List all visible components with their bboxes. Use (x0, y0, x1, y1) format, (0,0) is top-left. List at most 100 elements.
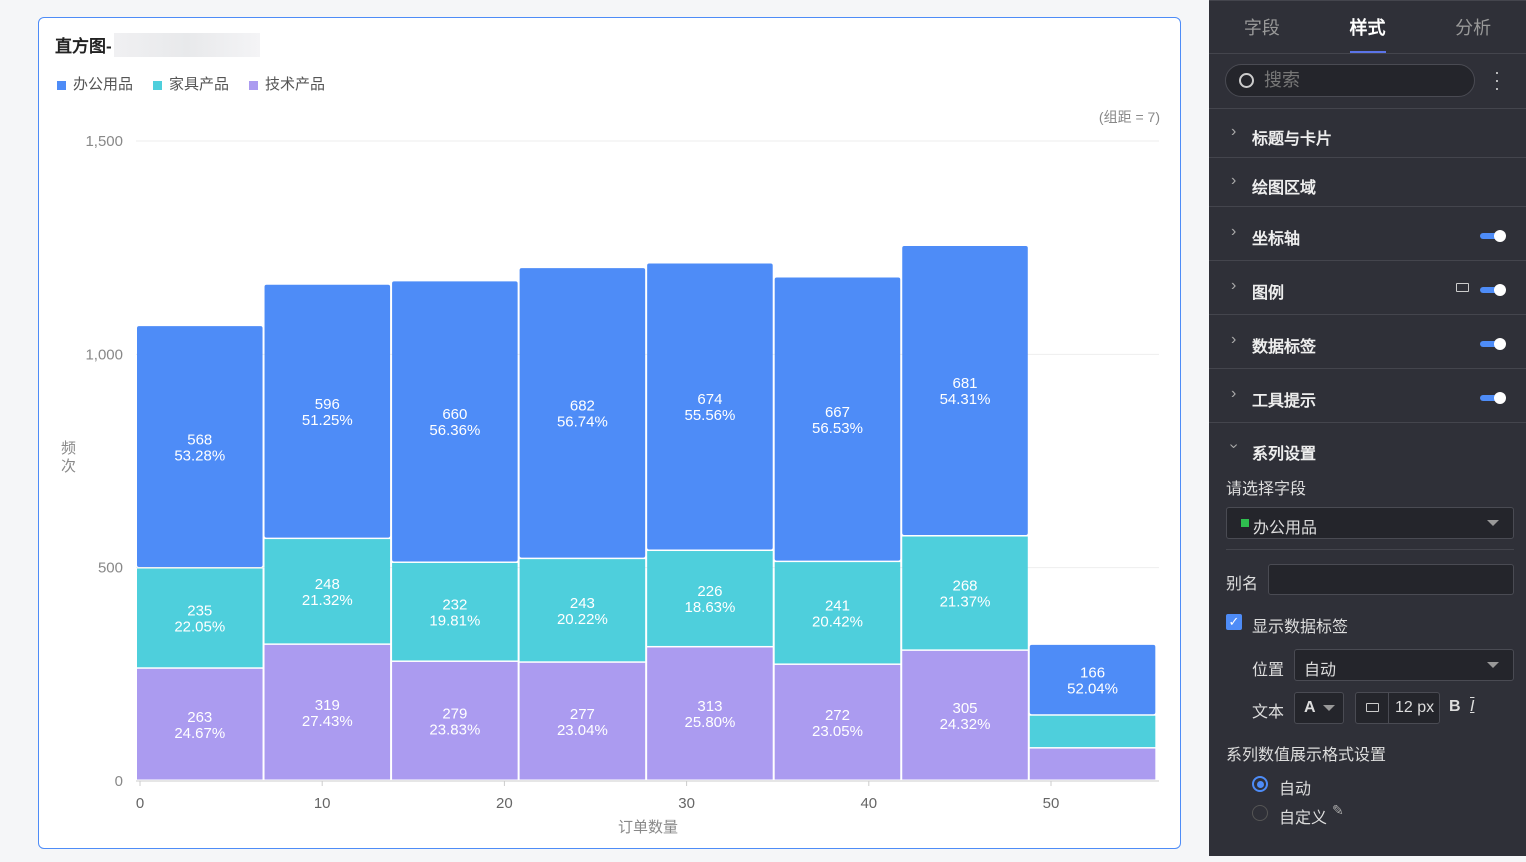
data-label-value: 277 (570, 706, 595, 723)
section-tooltip[interactable]: › 工具提示 (1209, 368, 1526, 423)
chart-card: 直方图- 办公用品 家具产品 技术产品 (组距 = 7) 0 500 1,000 1,… (38, 17, 1181, 849)
x-tick-label: 0 (136, 795, 144, 812)
section-plot-area[interactable]: › 绘图区域 (1209, 157, 1526, 207)
x-tick-label: 30 (678, 795, 695, 812)
search-placeholder: 搜索 (1264, 70, 1300, 90)
chart-title-text: 直方图- (55, 37, 112, 56)
section-label: 系列设置 (1252, 446, 1317, 463)
data-label-percent: 53.28% (174, 447, 225, 464)
data-label-value: 596 (315, 396, 340, 413)
data-label-percent: 25.80% (684, 714, 735, 731)
format-auto-radio[interactable] (1252, 776, 1268, 792)
legend-item-furniture[interactable]: 家具产品 (153, 73, 229, 94)
chevron-right-icon: › (1231, 385, 1237, 402)
more-options-icon[interactable]: · · · (1494, 62, 1500, 98)
data-label-percent: 18.63% (684, 599, 735, 616)
data-label-value: 166 (1080, 664, 1105, 681)
histogram-bar-segment (647, 263, 773, 550)
monitor-icon[interactable] (1456, 283, 1469, 292)
italic-button[interactable]: I (1470, 698, 1475, 715)
data-label-percent: 21.37% (940, 594, 991, 611)
format-custom-radio[interactable] (1252, 805, 1268, 821)
legend-item-office[interactable]: 办公用品 (57, 73, 133, 94)
data-label-value: 305 (952, 700, 977, 717)
legend-label: 技术产品 (265, 76, 326, 93)
histogram-bar-segment (264, 284, 391, 538)
tab-style[interactable]: 样式 (1315, 1, 1421, 53)
data-label-percent: 24.32% (940, 716, 991, 733)
data-label-value: 232 (442, 596, 467, 613)
histogram-bar-segment (264, 539, 391, 644)
font-color-glyph: A (1304, 699, 1316, 716)
chevron-down-icon[interactable]: › (1225, 443, 1243, 449)
show-labels-label: 显示数据标签 (1252, 619, 1349, 636)
position-select[interactable]: 自动 (1294, 649, 1514, 681)
data-label-percent: 27.43% (302, 713, 353, 730)
alias-input[interactable] (1268, 564, 1514, 595)
edit-icon[interactable]: ✎ (1332, 802, 1344, 818)
data-label-value: 243 (570, 595, 595, 612)
data-label-percent: 21.32% (302, 592, 353, 609)
format-label: 系列数值展示格式设置 (1226, 747, 1387, 764)
section-data-labels[interactable]: › 数据标签 (1209, 314, 1526, 369)
font-size-value: 12 px (1395, 699, 1435, 716)
data-label-percent: 56.53% (812, 420, 863, 437)
histogram-bar-segment (392, 281, 518, 562)
data-label-value: 568 (187, 431, 212, 448)
show-labels-checkbox[interactable]: ✓ (1226, 614, 1242, 630)
section-label: 绘图区域 (1252, 180, 1317, 197)
y-tick-label: 1,000 (85, 346, 123, 363)
histogram-bar-segment (1029, 644, 1156, 715)
section-axis[interactable]: › 坐标轴 (1209, 206, 1526, 261)
legend: 办公用品 家具产品 技术产品 (57, 73, 325, 94)
section-legend[interactable]: › 图例 (1209, 260, 1526, 315)
section-label: 数据标签 (1252, 339, 1317, 356)
axis-toggle[interactable] (1480, 230, 1506, 242)
data-label-percent: 56.36% (429, 422, 480, 439)
histogram-bar-segment (392, 562, 518, 661)
tab-fields[interactable]: 字段 (1243, 18, 1280, 38)
bold-button[interactable]: B (1449, 698, 1461, 715)
histogram-bar-segment (902, 536, 1028, 650)
data-label-percent: 52.04% (1067, 680, 1118, 697)
data-label-value: 667 (825, 404, 850, 421)
search-input[interactable]: 搜索 (1225, 64, 1475, 97)
data-label-value: 674 (697, 391, 722, 408)
histogram-bar-segment (392, 661, 518, 780)
legend-swatch (249, 80, 259, 90)
font-size-input[interactable]: 12 px (1355, 692, 1440, 724)
section-series: › 系列设置 (1209, 422, 1526, 862)
legend-item-tech[interactable]: 技术产品 (249, 73, 325, 94)
legend-label: 办公用品 (73, 76, 134, 93)
text-label: 文本 (1252, 704, 1285, 721)
section-label: 工具提示 (1252, 393, 1317, 410)
chevron-right-icon: › (1231, 123, 1237, 140)
section-label: 图例 (1252, 285, 1285, 302)
data-label-percent: 22.05% (174, 619, 225, 636)
tooltip-toggle[interactable] (1480, 392, 1506, 404)
x-tick-label: 20 (496, 795, 513, 812)
section-label: 标题与卡片 (1252, 131, 1333, 148)
field-select[interactable]: 办公用品 (1226, 507, 1514, 539)
legend-toggle[interactable] (1480, 284, 1506, 296)
histogram-bar-segment (137, 568, 263, 668)
caret-down-icon (1487, 520, 1499, 526)
font-color-select[interactable]: A (1294, 692, 1344, 724)
data-label-value: 248 (315, 576, 340, 593)
data-label-percent: 56.74% (557, 414, 608, 431)
section-label: 坐标轴 (1252, 231, 1301, 248)
data-labels-toggle[interactable] (1480, 338, 1506, 350)
data-label-value: 279 (442, 705, 467, 722)
search-icon (1239, 73, 1254, 88)
data-label-value: 681 (952, 375, 977, 392)
select-field-label: 请选择字段 (1226, 481, 1307, 498)
x-tick-label: 40 (860, 795, 877, 812)
chevron-right-icon: › (1231, 223, 1237, 240)
legend-label: 家具产品 (169, 76, 230, 93)
section-title-card[interactable]: › 标题与卡片 (1209, 108, 1526, 158)
x-tick-label: 10 (314, 795, 331, 812)
y-axis-label: 次 (61, 458, 76, 475)
tab-analysis[interactable]: 分析 (1455, 18, 1492, 38)
style-panel: 字段 样式 分析 搜索 · · · › 标题与卡片 › 绘图区域 › 坐标轴 › 图例 › 数… (1209, 0, 1526, 856)
histogram-bar-segment (774, 277, 901, 561)
